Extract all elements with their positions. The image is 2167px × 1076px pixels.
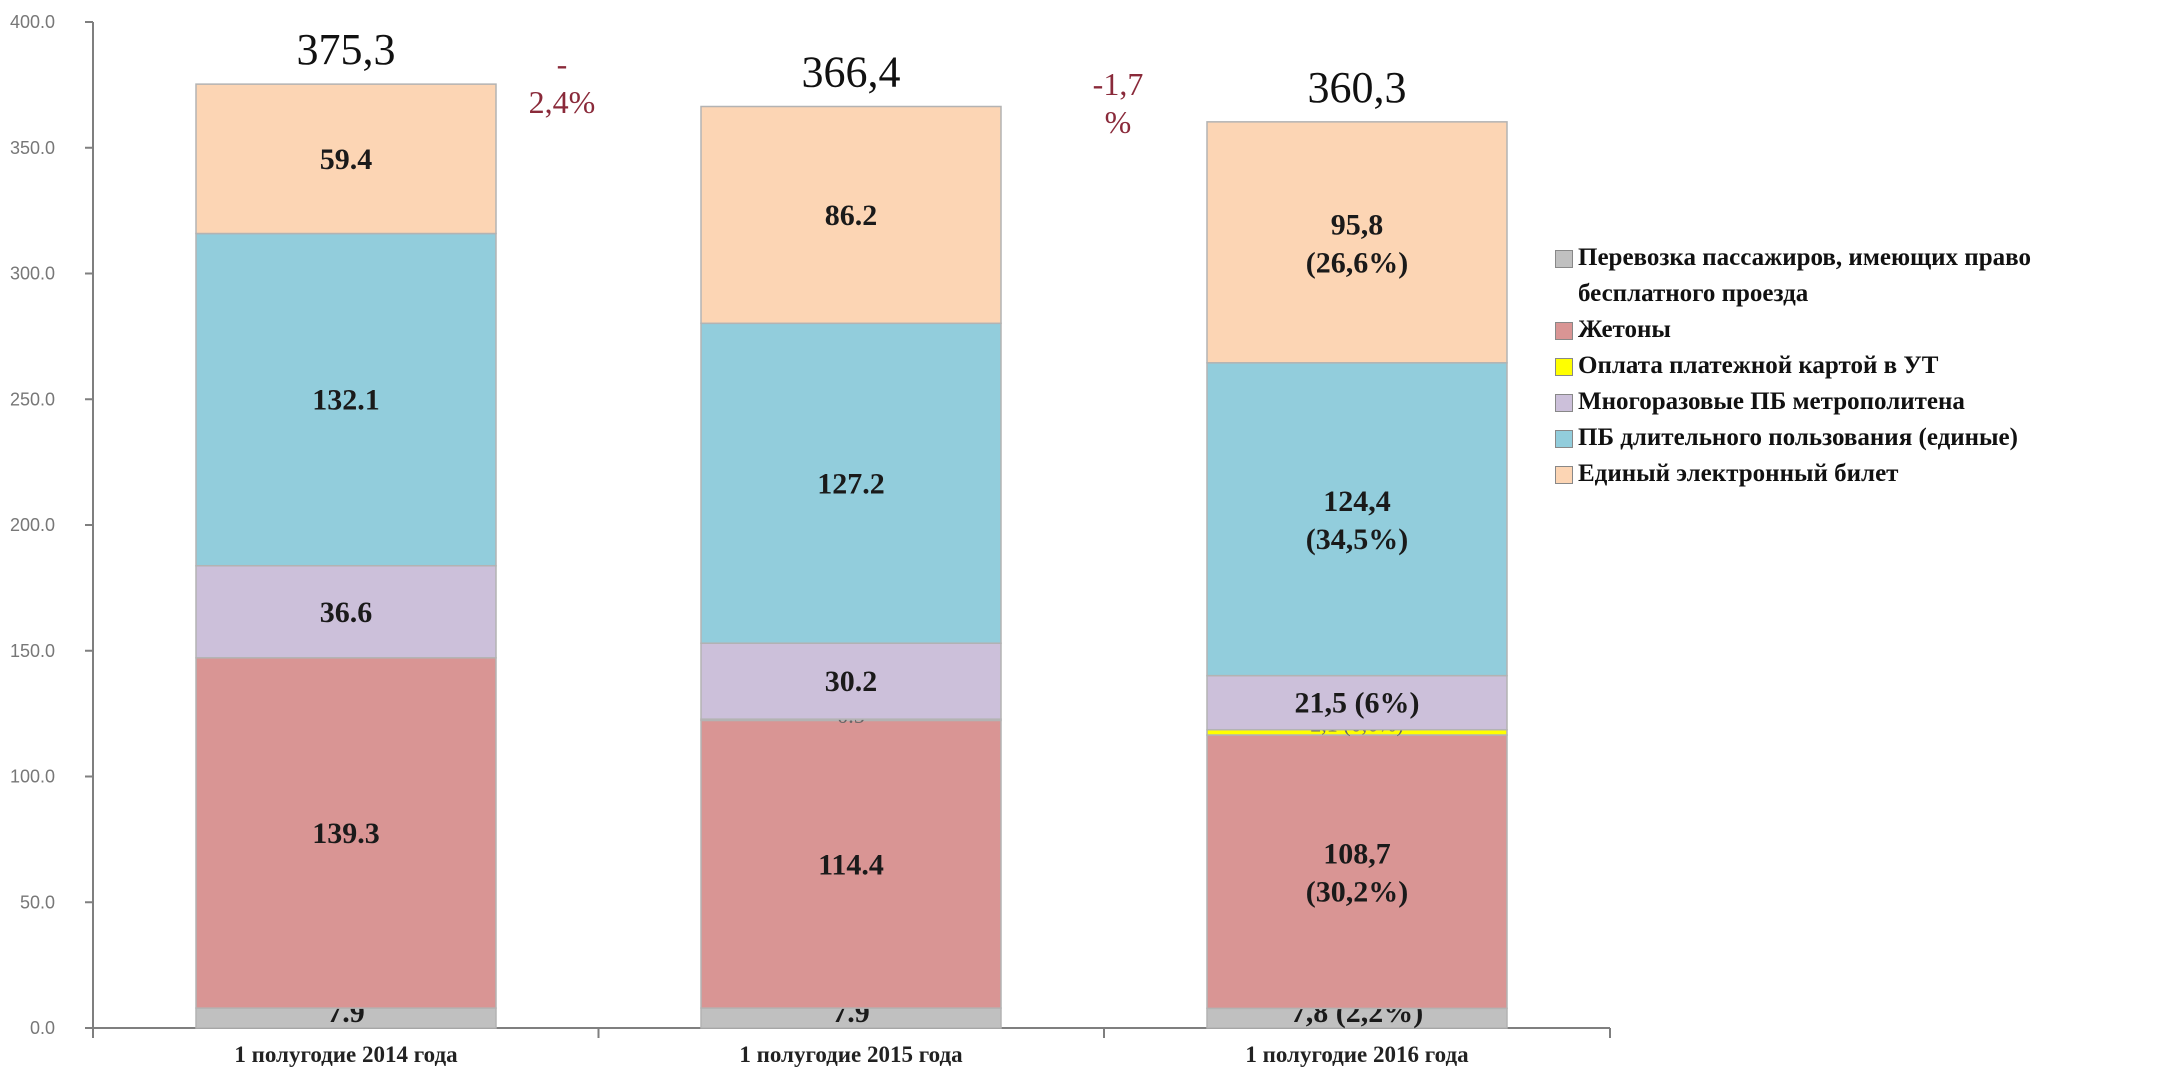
legend-swatch <box>1555 250 1573 268</box>
legend-label: Жетоны <box>1578 316 1671 343</box>
legend-label: ПБ длительного пользования (единые) <box>1578 424 2018 451</box>
bar-segment <box>1206 734 1508 1010</box>
change-annotation: -1,7% <box>1093 66 1144 140</box>
legend-swatch <box>1555 430 1573 448</box>
bar-segment <box>195 657 497 1009</box>
data-label: 124,4 (34,5%) <box>1306 485 1408 556</box>
bar-segment <box>195 564 497 659</box>
legend-label: Перевозка пассажиров, имеющих право бесп… <box>1578 244 2031 307</box>
bar-segment <box>1206 674 1508 731</box>
legend-swatch <box>1555 394 1573 412</box>
bar-segment <box>700 642 1002 720</box>
bar-segment <box>700 719 1002 1009</box>
bar-segment <box>700 105 1002 325</box>
bar-segment <box>195 83 497 235</box>
data-label: 36.6 <box>320 596 373 629</box>
bar-segment <box>1206 121 1508 364</box>
data-label: 86.2 <box>825 199 878 232</box>
change-annotation: -2,4% <box>529 46 596 120</box>
bar-segment <box>1206 362 1508 677</box>
total-label: 366,4 <box>802 48 901 97</box>
data-label: 139.3 <box>312 817 380 850</box>
y-tick-label: 100.0 <box>10 767 55 787</box>
bar-segment <box>195 232 497 567</box>
x-category-label: 1 полугодие 2014 года <box>234 1042 458 1067</box>
legend-item: Единый электронный билет <box>1555 456 2160 492</box>
data-label: 114.4 <box>818 848 884 881</box>
y-tick-label: 350.0 <box>10 138 55 158</box>
data-label: 132.1 <box>312 384 380 417</box>
y-tick-label: 50.0 <box>20 892 55 912</box>
data-label: 21,5 (6%) <box>1295 687 1420 720</box>
bar-segment <box>700 322 1002 644</box>
legend-item: Перевозка пассажиров, имеющих право бесп… <box>1555 240 2160 312</box>
y-tick-label: 200.0 <box>10 515 55 535</box>
data-label: 30.2 <box>825 665 878 698</box>
legend-item: Жетоны <box>1555 312 2160 348</box>
x-category-label: 1 полугодие 2016 года <box>1245 1042 1469 1067</box>
y-tick-label: 150.0 <box>10 641 55 661</box>
legend-item: ПБ длительного пользования (единые) <box>1555 420 2160 456</box>
data-label: 95,8 (26,6%) <box>1306 208 1408 279</box>
legend-item: Многоразовые ПБ метрополитена <box>1555 384 2160 420</box>
legend: Перевозка пассажиров, имеющих право бесп… <box>1555 240 2160 492</box>
legend-swatch <box>1555 358 1573 376</box>
legend-swatch <box>1555 466 1573 484</box>
legend-label: Оплата платежной картой в УТ <box>1578 352 1939 379</box>
y-tick-label: 300.0 <box>10 264 55 284</box>
legend-label: Многоразовые ПБ метрополитена <box>1578 388 1965 415</box>
data-label: 127.2 <box>817 467 885 500</box>
total-label: 375,3 <box>297 25 396 74</box>
x-category-label: 1 полугодие 2015 года <box>739 1042 963 1067</box>
legend-label: Единый электронный билет <box>1578 460 1899 487</box>
legend-item: Оплата платежной картой в УТ <box>1555 348 2160 384</box>
y-tick-label: 250.0 <box>10 389 55 409</box>
total-label: 360,3 <box>1308 63 1407 112</box>
data-label: 59.4 <box>320 143 373 176</box>
y-tick-label: 400.0 <box>10 12 55 32</box>
data-label: 108,7 (30,2%) <box>1306 838 1408 909</box>
legend-swatch <box>1555 322 1573 340</box>
y-tick-label: 0.0 <box>30 1018 55 1038</box>
